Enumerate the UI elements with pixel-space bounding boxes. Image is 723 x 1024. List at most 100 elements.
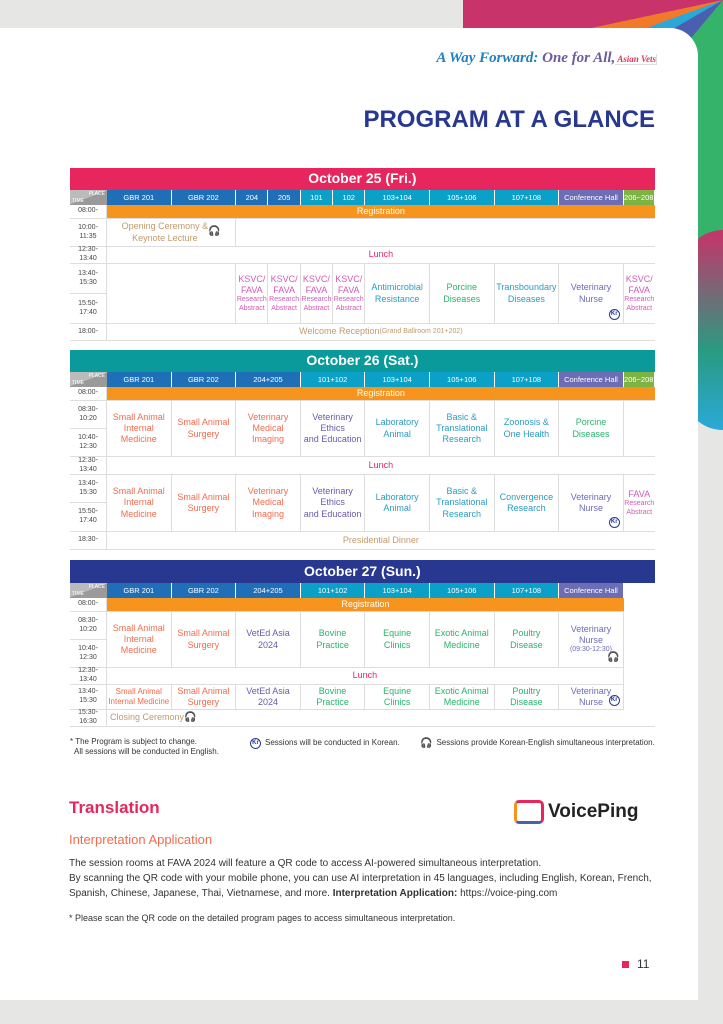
time-label: 18:00- [70,324,107,341]
session-cell: Veterinary Nurse Kr [559,685,624,710]
session-cell: Basic & Translational Research [429,475,495,532]
session-cell: Equine Clinics [365,612,430,668]
session-cell: Antimicrobial Resistance [365,264,430,324]
day-title: October 27 (Sun.) [70,560,655,583]
room-header: GBR 202 [171,190,237,205]
session-cell: Bovine Practice [300,685,366,710]
time-label: 08:00- [70,387,107,401]
room-header: 204+205 [236,372,301,387]
session-cell: Veterinary Nurse Kr [559,475,624,532]
session-cell: VetEd Asia 2024 [236,612,301,668]
room-header: 107+108 [494,190,560,205]
session-label: Veterinary Nurse [570,282,612,304]
session-cell: Small Animal Internal Medicine [107,401,172,457]
session-cell: Small Animal Surgery [171,685,237,710]
page-title: PROGRAM AT A GLANCE [363,106,655,133]
session-ksvc: KSVC/ FAVA Research Abstract [300,264,334,324]
room-header: GBR 202 [171,372,237,387]
registration-bar: Registration [107,205,655,219]
time-label: 08:00- [70,205,107,219]
page-marker-icon [622,960,629,968]
time-label-corner: TIME [72,590,84,597]
event-label: Welcome Reception [299,326,380,337]
empty-cell [107,264,237,324]
session-cell: Convergence Research [494,475,560,532]
room-header: 103+104 [365,190,430,205]
session-cell: Porcine Diseases [429,264,495,324]
room-header: 102 [333,190,366,205]
session-cell: Exotic Animal Medicine [429,685,495,710]
footnote-text: Sessions will be conducted in Korean. [265,738,400,748]
room-header: 105+106 [429,190,495,205]
session-cell: Porcine Diseases [559,401,624,457]
schedule-day-2: October 26 (Sat.) PLACE TIME GBR 201 GBR … [70,350,655,550]
room-header: Conference Hall [559,190,624,205]
room-header: 204 [236,190,269,205]
session-label: FAVA [628,488,651,499]
room-header: Conference Hall [559,372,624,387]
korean-icon: Kr [608,517,620,528]
time-label-corner: TIME [72,379,84,386]
opening-ceremony-cell: Opening Ceremony & Keynote Lecture 🎧 [107,219,237,247]
session-cell: Laboratory Animal [365,401,430,457]
place-time-corner: PLACE TIME [70,583,107,598]
session-cell: Veterinary Nurse (09:30-12:30) 🎧 [559,612,624,668]
evening-event: Presidential Dinner [107,532,655,550]
day-title: October 25 (Fri.) [70,168,655,190]
room-header: 101+102 [300,583,366,598]
lunch-row: Lunch [107,457,655,475]
tagline-part: Asian Vets [615,54,657,65]
time-label: 10:00-11:35 [70,219,107,247]
session-cell: Veterinary Ethics and Education [300,401,366,457]
session-label: KSVC/ FAVA [335,273,363,295]
session-cell: Small Animal Surgery [171,401,237,457]
session-cell: Veterinary Medical Imaging [236,401,301,457]
tagline-part: One for All, [538,50,616,66]
place-label: PLACE [88,373,105,379]
room-header: GBR 201 [107,190,172,205]
page-number: 11 [622,957,649,971]
tagline-part: A Way Forward: [436,50,539,66]
event-note: (Grand Ballroom 201+202) [379,327,463,335]
session-cell: Poultry Disease [494,685,560,710]
footnote-korean: Kr Sessions will be conducted in Korean. [250,738,400,749]
room-header: 107+108 [494,583,560,598]
session-cell: Small Animal Internal Medicine [107,612,172,668]
time-label: 12:30-13:40 [70,457,107,475]
room-header: GBR 201 [107,372,172,387]
session-cell: Bovine Practice [300,612,366,668]
room-header: 101 [300,190,334,205]
app-url[interactable]: https://voice-ping.com [457,888,558,899]
session-cell: Small Animal Internal Medicine [107,685,172,710]
session-ksvc: KSVC/ FAVA Research Abstract [268,264,301,324]
room-header: 204+205 [236,583,301,598]
room-header: 206~208 [623,190,655,205]
time-label: 12:30-13:40 [70,246,107,264]
room-header: GBR 201 [107,583,172,598]
time-label: 10:40-12:30 [70,429,107,457]
footnote-interpretation: 🎧 Sessions provide Korean-English simulta… [420,737,655,750]
place-label: PLACE [88,191,105,197]
room-header: 206~208 [623,372,655,387]
schedule-day-1: October 25 (Fri.) PLACE TIME GBR 201 GBR … [70,168,655,341]
room-header: Conference Hall [559,583,624,598]
session-cell: Small Animal Surgery [171,612,237,668]
session-time: (09:30-12:30) [569,646,612,654]
session-label: KSVC/ FAVA [302,273,330,295]
footnote-text: Sessions provide Korean-English simultan… [436,738,655,748]
time-label: 15:50-17:40 [70,503,107,532]
session-label: Veterinary Nurse [570,685,612,707]
time-label-corner: TIME [72,197,84,204]
room-header: GBR 202 [171,583,237,598]
room-header: 103+104 [365,583,430,598]
day-title: October 26 (Sat.) [70,350,655,372]
translation-body: The session rooms at FAVA 2024 will feat… [69,856,669,901]
session-sublabel: Research Abstract [301,296,332,312]
room-header: 105+106 [429,372,495,387]
session-label: Veterinary Nurse [570,491,612,513]
time-label: 08:00- [70,598,107,612]
session-cell: Small Animal Internal Medicine [107,475,172,532]
empty-cell [623,401,655,457]
session-cell: Transboundary Diseases [494,264,560,324]
session-cell: Veterinary Medical Imaging [236,475,301,532]
